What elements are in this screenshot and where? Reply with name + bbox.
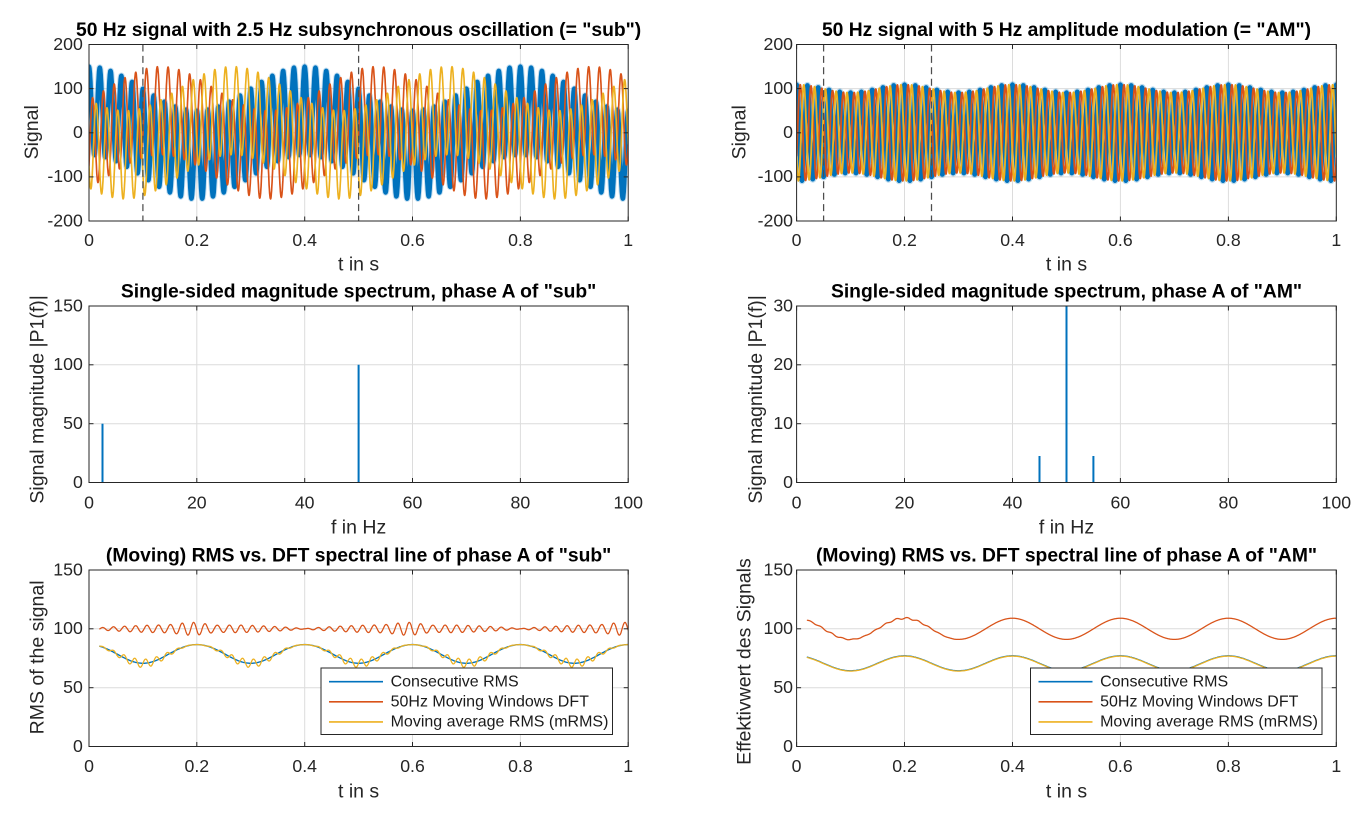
svg-text:1: 1	[1331, 756, 1341, 776]
svg-text:0: 0	[84, 492, 94, 512]
svg-text:0.8: 0.8	[1216, 756, 1241, 776]
svg-text:Signal magnitude |P1(f)|: Signal magnitude |P1(f)|	[745, 295, 767, 504]
svg-text:0: 0	[73, 736, 83, 756]
svg-text:0.6: 0.6	[400, 230, 425, 250]
svg-text:RMS of the signal: RMS of the signal	[27, 580, 49, 734]
svg-text:0: 0	[783, 736, 793, 756]
svg-text:0.4: 0.4	[292, 756, 317, 776]
svg-text:80: 80	[1219, 492, 1239, 512]
svg-text:200: 200	[763, 34, 793, 54]
svg-text:0.2: 0.2	[185, 756, 210, 776]
svg-text:50Hz Moving Windows DFT: 50Hz Moving Windows DFT	[1100, 694, 1299, 711]
svg-text:Single-sided magnitude spectru: Single-sided magnitude spectrum, phase A…	[831, 281, 1302, 302]
svg-text:20: 20	[895, 492, 915, 512]
svg-text:0.8: 0.8	[508, 756, 533, 776]
svg-text:0.2: 0.2	[185, 230, 210, 250]
svg-text:40: 40	[1003, 492, 1023, 512]
svg-text:t in s: t in s	[338, 781, 379, 803]
svg-text:0.2: 0.2	[892, 230, 917, 250]
svg-text:150: 150	[53, 559, 83, 579]
svg-text:100: 100	[53, 78, 83, 98]
svg-text:150: 150	[53, 295, 83, 315]
svg-text:f in Hz: f in Hz	[1039, 517, 1094, 539]
svg-text:50Hz Moving Windows DFT: 50Hz Moving Windows DFT	[391, 694, 589, 711]
svg-text:0.4: 0.4	[1000, 230, 1025, 250]
svg-text:Consecutive RMS: Consecutive RMS	[391, 674, 519, 691]
svg-text:50: 50	[773, 677, 793, 697]
svg-text:-200: -200	[758, 210, 794, 230]
svg-text:0: 0	[792, 756, 802, 776]
svg-text:Single-sided magnitude spectru: Single-sided magnitude spectrum, phase A…	[121, 281, 596, 302]
svg-text:t in s: t in s	[1046, 253, 1087, 275]
svg-text:50: 50	[63, 677, 83, 697]
svg-text:0.4: 0.4	[1000, 756, 1025, 776]
svg-text:50 Hz signal with 5 Hz amplitu: 50 Hz signal with 5 Hz amplitude modulat…	[822, 20, 1311, 41]
svg-text:0: 0	[792, 492, 802, 512]
svg-text:0.2: 0.2	[892, 756, 917, 776]
svg-text:150: 150	[763, 559, 793, 579]
svg-text:(Moving) RMS vs. DFT spectral: (Moving) RMS vs. DFT spectral line of ph…	[106, 545, 611, 566]
svg-text:100: 100	[763, 618, 793, 638]
svg-text:0.6: 0.6	[400, 756, 425, 776]
svg-text:0: 0	[84, 230, 94, 250]
svg-text:0: 0	[792, 230, 802, 250]
svg-text:50 Hz signal with 2.5 Hz subsy: 50 Hz signal with 2.5 Hz subsynchronous …	[76, 20, 641, 41]
svg-text:80: 80	[511, 492, 531, 512]
svg-text:50: 50	[63, 413, 83, 433]
svg-text:40: 40	[295, 492, 315, 512]
svg-text:Signal: Signal	[21, 105, 43, 159]
svg-text:t in s: t in s	[338, 253, 379, 275]
svg-text:0: 0	[73, 472, 83, 492]
svg-text:0.6: 0.6	[1108, 756, 1133, 776]
svg-text:0: 0	[783, 122, 793, 142]
svg-text:-200: -200	[47, 210, 83, 230]
svg-text:100: 100	[53, 618, 83, 638]
svg-text:1: 1	[1331, 230, 1341, 250]
svg-text:0: 0	[73, 122, 83, 142]
svg-text:(Moving) RMS vs. DFT spectral: (Moving) RMS vs. DFT spectral line of ph…	[816, 545, 1317, 566]
svg-text:-100: -100	[47, 166, 83, 186]
svg-text:200: 200	[53, 34, 83, 54]
svg-text:Moving average RMS (mRMS): Moving average RMS (mRMS)	[1100, 714, 1318, 731]
svg-text:30: 30	[773, 295, 793, 315]
svg-text:0.8: 0.8	[1216, 230, 1241, 250]
svg-text:20: 20	[773, 354, 793, 374]
svg-text:t in s: t in s	[1046, 781, 1087, 803]
svg-text:10: 10	[773, 413, 793, 433]
svg-text:1: 1	[623, 230, 633, 250]
svg-text:100: 100	[53, 354, 83, 374]
svg-text:Moving average RMS (mRMS): Moving average RMS (mRMS)	[391, 714, 609, 731]
svg-text:100: 100	[613, 492, 643, 512]
svg-text:f in Hz: f in Hz	[331, 517, 386, 539]
svg-text:0.8: 0.8	[508, 230, 533, 250]
svg-text:Effektivwert des Signals: Effektivwert des Signals	[734, 558, 756, 765]
svg-text:-100: -100	[758, 166, 794, 186]
svg-text:60: 60	[1111, 492, 1131, 512]
svg-text:Consecutive RMS: Consecutive RMS	[1100, 674, 1228, 691]
svg-text:20: 20	[187, 492, 207, 512]
svg-text:0: 0	[84, 756, 94, 776]
svg-text:0.4: 0.4	[292, 230, 317, 250]
svg-text:0: 0	[783, 472, 793, 492]
svg-text:0.6: 0.6	[1108, 230, 1133, 250]
svg-text:100: 100	[1322, 492, 1352, 512]
svg-text:60: 60	[403, 492, 423, 512]
svg-text:Signal magnitude |P1(f)|: Signal magnitude |P1(f)|	[27, 295, 49, 504]
svg-text:Signal: Signal	[729, 105, 751, 159]
svg-text:1: 1	[623, 756, 633, 776]
svg-text:100: 100	[763, 78, 793, 98]
